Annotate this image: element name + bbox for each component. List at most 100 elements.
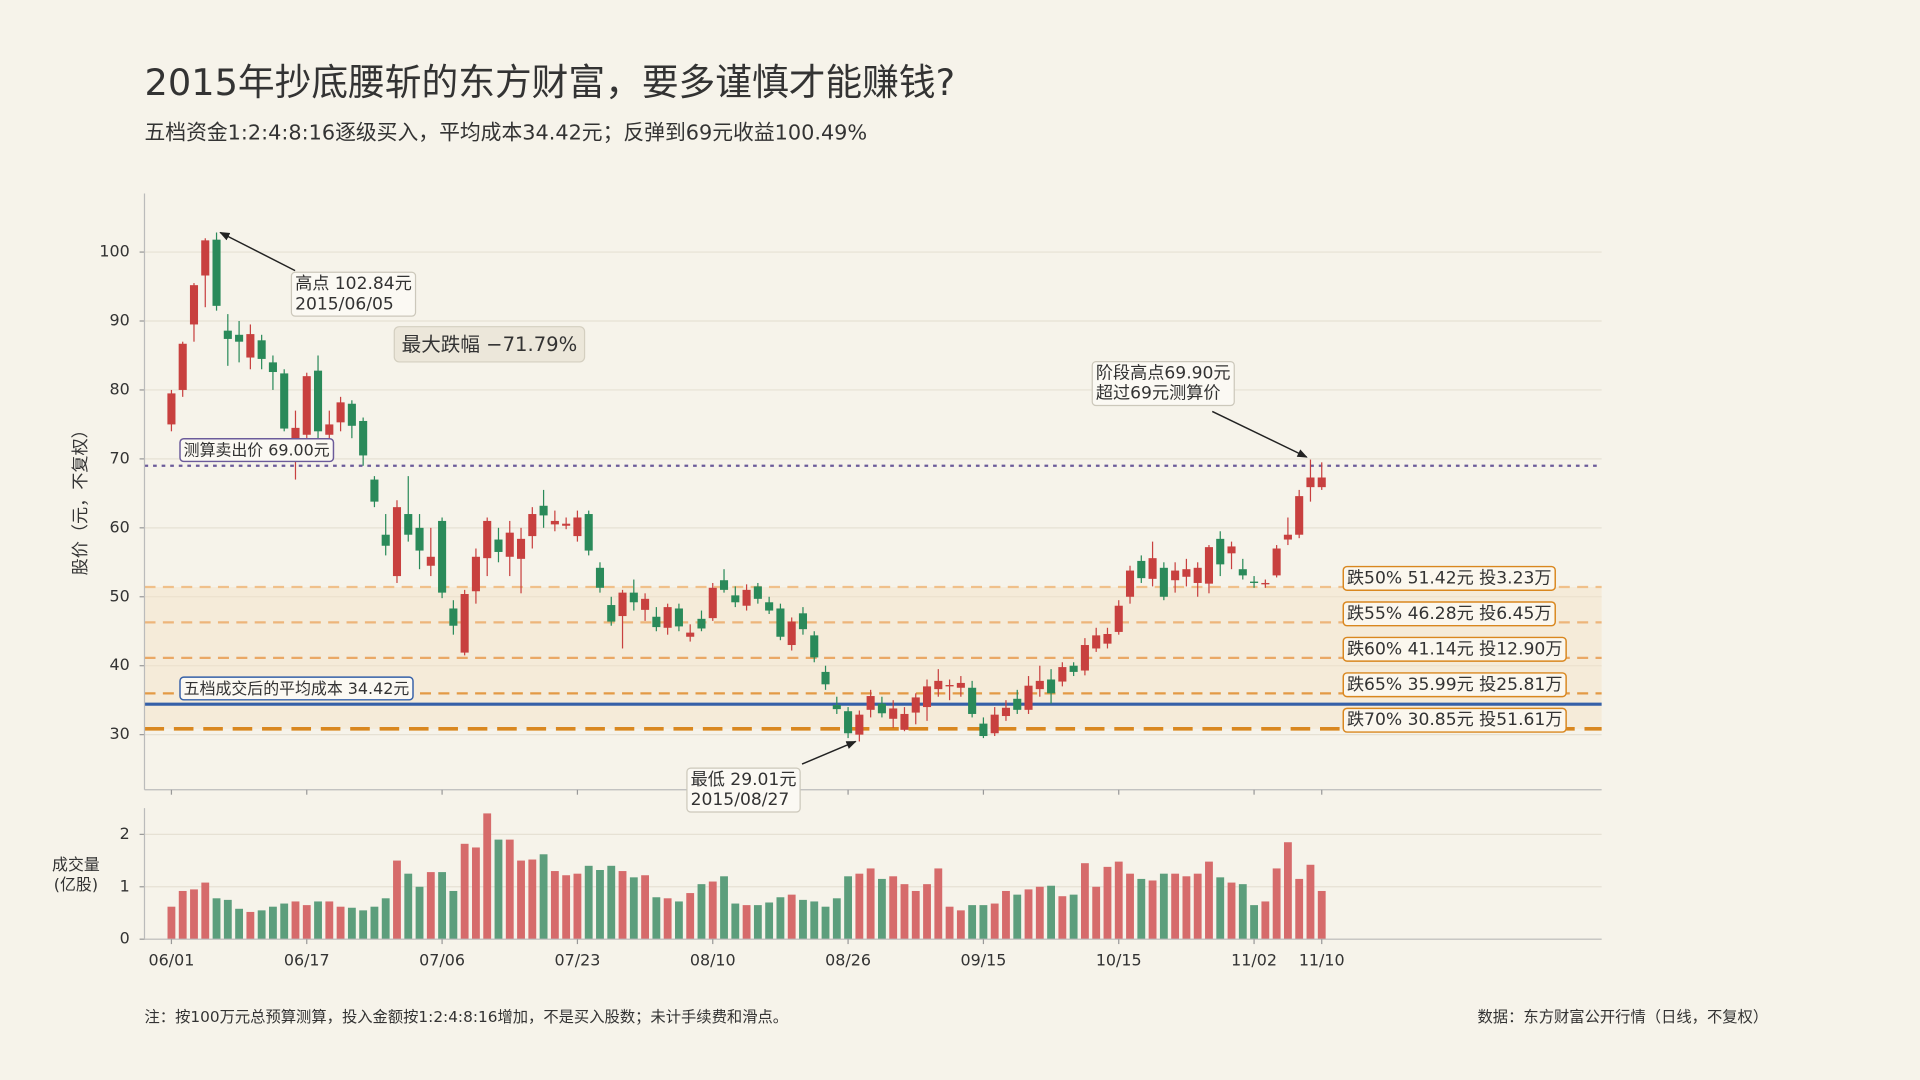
candle-body bbox=[246, 334, 255, 358]
volume-bar bbox=[393, 860, 401, 940]
candle-body bbox=[1171, 570, 1180, 581]
x-tick-label: 10/15 bbox=[1096, 951, 1142, 970]
candle-body bbox=[1238, 569, 1247, 576]
volume-bar bbox=[472, 847, 480, 940]
volume-bar bbox=[1092, 886, 1101, 940]
candle-body bbox=[934, 680, 943, 690]
volume-bar bbox=[720, 876, 728, 940]
candle-body bbox=[1148, 558, 1157, 579]
volume-bar bbox=[1126, 873, 1134, 940]
y-axis-label: 股价（元，不复权） bbox=[71, 421, 91, 575]
annotation-arrow bbox=[801, 740, 857, 765]
candle-body bbox=[595, 567, 605, 588]
volume-bar bbox=[1013, 894, 1022, 940]
candle-body bbox=[201, 240, 210, 276]
level-label-box bbox=[1342, 672, 1567, 698]
high-annotation: 高点 102.84元 bbox=[295, 274, 412, 294]
candle-body bbox=[505, 532, 514, 557]
volume-bar bbox=[708, 881, 717, 940]
candle-body bbox=[641, 598, 650, 610]
candle-body bbox=[1306, 477, 1315, 488]
candle-body bbox=[302, 376, 311, 435]
candle-body bbox=[618, 592, 627, 617]
candle-body bbox=[438, 520, 447, 593]
candle-body bbox=[359, 420, 368, 456]
candle-body bbox=[313, 370, 323, 432]
volume-bar bbox=[1103, 866, 1112, 940]
volume-bar bbox=[381, 898, 390, 940]
volume-bar bbox=[911, 890, 920, 940]
candle-body bbox=[719, 580, 729, 590]
candle-body bbox=[674, 608, 683, 627]
volume-bar bbox=[1317, 890, 1326, 940]
volume-bar bbox=[370, 906, 379, 940]
candle-body bbox=[810, 635, 819, 658]
volume-bar bbox=[562, 875, 571, 940]
candle-body bbox=[426, 556, 435, 566]
volume-bar bbox=[990, 903, 999, 940]
candle-body bbox=[573, 517, 582, 537]
volume-bar bbox=[877, 878, 886, 940]
volume-bar bbox=[235, 908, 244, 940]
volume-bar bbox=[449, 890, 458, 940]
candle-body bbox=[471, 556, 480, 592]
candle-body bbox=[742, 589, 751, 606]
volume-bar bbox=[438, 872, 447, 940]
candle-body bbox=[460, 594, 469, 653]
candle-body bbox=[212, 239, 221, 306]
volume-bar bbox=[494, 839, 503, 940]
candle-body bbox=[381, 534, 390, 546]
volume-bar bbox=[460, 843, 469, 940]
candle-body bbox=[235, 334, 244, 342]
candle-body bbox=[855, 714, 864, 735]
volume-bar bbox=[1227, 882, 1236, 940]
volume-bar bbox=[889, 876, 898, 940]
candle-body bbox=[189, 285, 199, 325]
candle-body bbox=[629, 592, 638, 603]
volume-bar bbox=[1238, 884, 1247, 940]
candle-body bbox=[1013, 698, 1022, 710]
volume-bar bbox=[404, 873, 413, 940]
candle-body bbox=[528, 514, 537, 537]
footnote: 注：按100万元总预算测算，投入金额按1:2:4:8:16增加，不是买入股数；未… bbox=[144, 1008, 788, 1026]
x-tick-label: 08/26 bbox=[825, 951, 871, 970]
volume-bar bbox=[596, 870, 604, 940]
x-tick-label: 07/06 bbox=[419, 951, 465, 970]
volume-bar bbox=[1069, 894, 1078, 940]
candle-body bbox=[1295, 496, 1304, 535]
volume-bar bbox=[190, 889, 198, 940]
volume-bar bbox=[900, 884, 909, 940]
level-label-box bbox=[1342, 707, 1567, 733]
cost-label: 五档成交后的平均成本 34.42元 bbox=[184, 679, 410, 698]
x-tick-label: 11/02 bbox=[1231, 951, 1277, 970]
volume-bar bbox=[1148, 880, 1157, 940]
volume-bar bbox=[607, 865, 616, 940]
candle-body bbox=[945, 685, 954, 687]
y-tick-label: 50 bbox=[110, 586, 130, 605]
candle-body bbox=[1137, 560, 1146, 579]
low-annotation: 最低 29.01元 bbox=[691, 770, 797, 790]
volume-bar bbox=[1159, 873, 1168, 940]
volume-bar bbox=[212, 898, 221, 940]
volume-bar bbox=[1295, 878, 1304, 940]
volume-bar bbox=[945, 906, 954, 940]
y-tick-label: 90 bbox=[110, 311, 130, 330]
volume-bar bbox=[280, 903, 289, 940]
volume-bar bbox=[979, 905, 988, 940]
annotation-arrow bbox=[1211, 410, 1308, 458]
volume-bar bbox=[201, 882, 210, 940]
candle-body bbox=[562, 523, 571, 526]
volume-bar bbox=[641, 875, 650, 940]
volume-bar bbox=[866, 868, 875, 940]
volume-bar bbox=[663, 898, 672, 940]
volume-bar bbox=[1193, 873, 1202, 940]
candle-body bbox=[291, 427, 300, 439]
volume-bar bbox=[832, 898, 841, 940]
candle-body bbox=[268, 362, 277, 373]
candle-body bbox=[167, 393, 176, 425]
volume-bar bbox=[787, 894, 796, 940]
volume-bar bbox=[539, 854, 548, 940]
volume-bar bbox=[1261, 901, 1270, 940]
candle-body bbox=[584, 514, 593, 551]
y-axis-label: 成交量 bbox=[52, 855, 100, 874]
